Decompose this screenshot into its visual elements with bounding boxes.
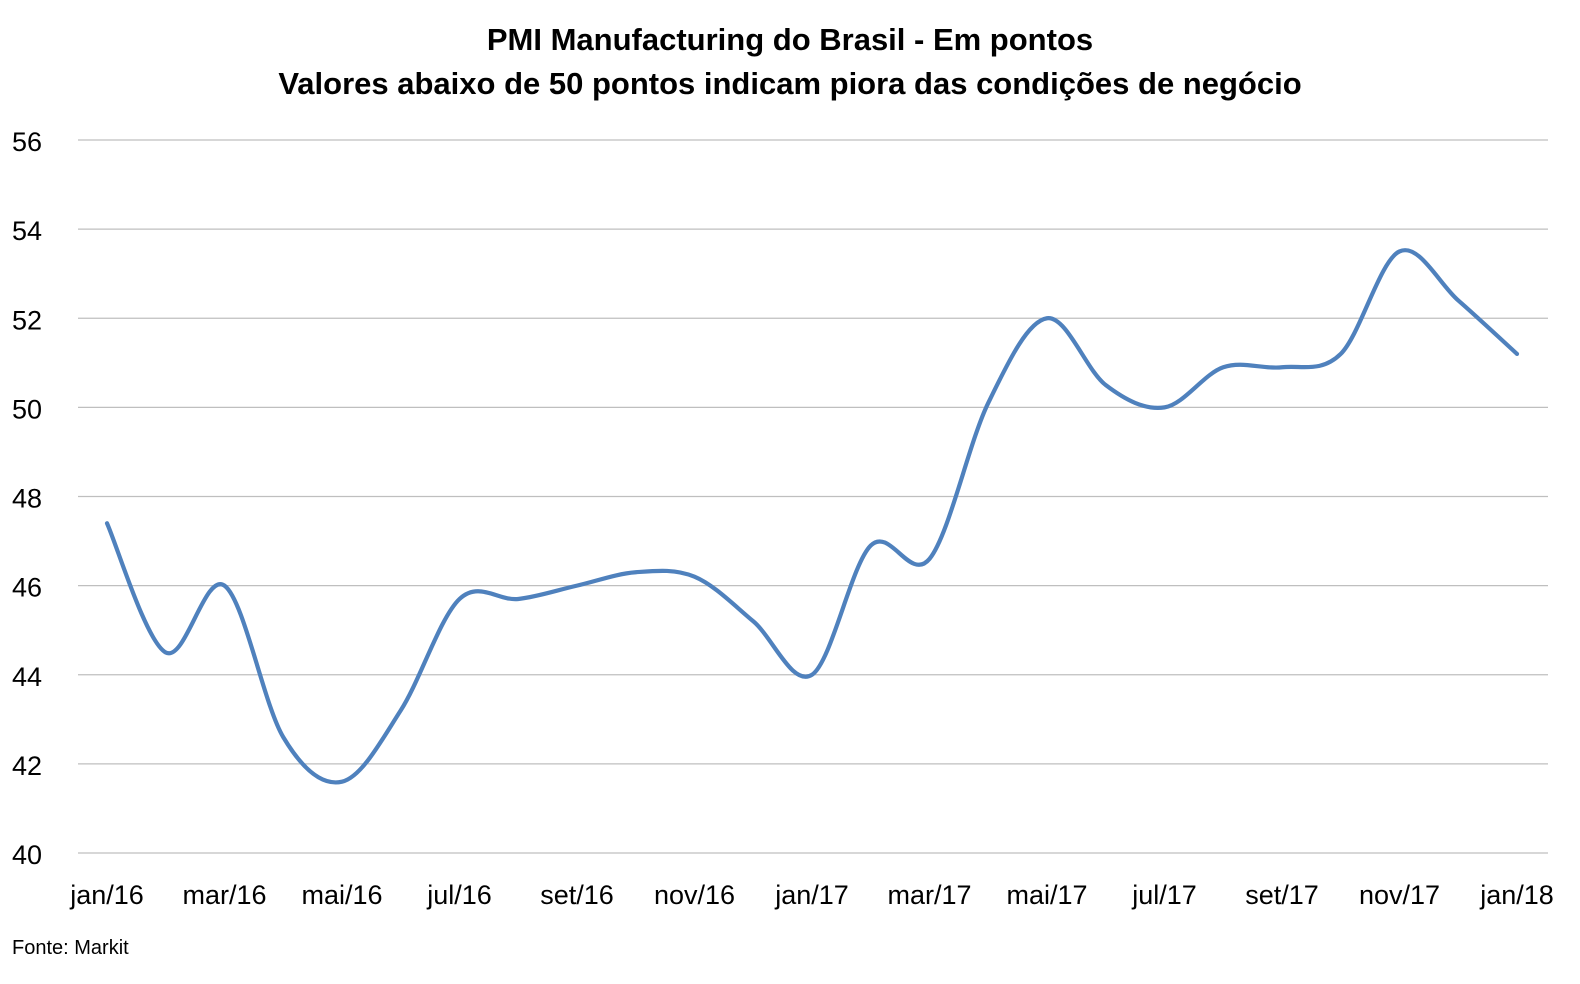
x-tick-label: mai/16 [301,880,382,910]
data-point-mar/17 [928,557,932,561]
y-axis-ticks: 40 42 44 46 48 50 52 54 56 [12,127,42,870]
x-tick-label: jul/17 [1131,880,1197,910]
x-tick-label: set/16 [540,880,614,910]
data-point-abr/16 [281,735,285,739]
source-note: Fonte: Markit [12,937,129,959]
data-point-dez/16 [751,619,755,623]
data-point-ago/17 [1221,365,1225,369]
data-point-fev/17 [869,544,873,548]
data-point-set/17 [1280,365,1284,369]
x-tick-label: nov/17 [1359,880,1440,910]
y-tick-label: 56 [12,127,42,157]
grid-lines [78,139,1548,854]
series-layer [104,248,1520,785]
chart-title-block: PMI Manufacturing do Brasil - Em pontos … [0,18,1580,106]
x-tick-label: mar/16 [182,880,266,910]
data-point-jan/16 [105,521,109,525]
data-point-out/16 [634,570,638,574]
series-line [104,248,1520,785]
data-point-jan/18 [1515,352,1519,356]
y-tick-label: 54 [12,216,42,246]
y-tick-label: 46 [12,573,42,603]
data-point-jun/16 [399,708,403,712]
y-tick-label: 50 [12,394,42,424]
x-tick-label: nov/16 [654,880,735,910]
x-tick-label: mar/17 [887,880,971,910]
data-point-jul/17 [1163,405,1167,409]
data-point-nov/17 [1398,249,1402,253]
data-point-nov/16 [693,575,697,579]
data-point-out/17 [1339,352,1343,356]
data-point-mai/17 [1045,316,1049,320]
x-tick-label: jan/18 [1479,880,1554,910]
x-tick-label: jul/16 [426,880,492,910]
data-point-abr/17 [986,401,990,405]
data-point-mar/16 [223,584,227,588]
data-point-set/16 [575,584,579,588]
x-tick-label: set/17 [1245,880,1319,910]
x-tick-label: mai/17 [1006,880,1087,910]
x-tick-label: jan/16 [69,880,144,910]
data-point-fev/16 [164,650,168,654]
y-tick-label: 48 [12,484,42,514]
y-tick-label: 44 [12,662,42,692]
x-axis-ticks: jan/16 mar/16 mai/16 jul/16 set/16 nov/16 jan/… [69,880,1554,910]
y-tick-label: 40 [12,840,42,870]
data-point-jul/16 [458,597,462,601]
data-point-ago/16 [516,597,520,601]
data-point-dez/17 [1456,298,1460,302]
data-point-mai/16 [340,780,344,784]
chart-title: PMI Manufacturing do Brasil - Em pontos [486,22,1094,57]
y-tick-label: 52 [12,305,42,335]
data-point-jun/17 [1104,383,1108,387]
data-point-jan/17 [810,673,814,677]
chart-subtitle: Valores abaixo de 50 pontos indicam pior… [278,66,1302,101]
x-tick-label: jan/17 [774,880,849,910]
y-tick-label: 42 [12,751,42,781]
